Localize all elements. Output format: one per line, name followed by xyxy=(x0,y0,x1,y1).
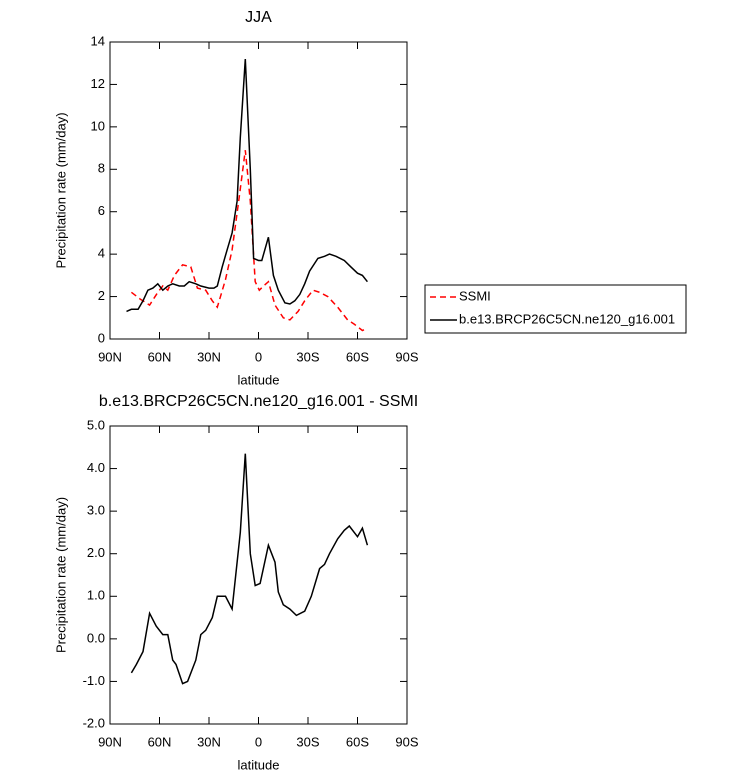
y-tick-label: 12 xyxy=(91,76,105,91)
legend-label: b.e13.BRCP26C5CN.ne120_g16.001 xyxy=(459,311,675,326)
x-tick-label: 90N xyxy=(98,734,122,749)
x-tick-label: 30S xyxy=(296,734,319,749)
plot-frame xyxy=(109,41,408,340)
y-tick-label: 14 xyxy=(91,33,105,48)
legend-box xyxy=(424,284,687,334)
y-tick-label: 1.0 xyxy=(87,588,105,603)
x-tick-label: 60S xyxy=(346,734,369,749)
chart-title: JJA xyxy=(245,9,272,26)
data-line xyxy=(130,453,369,685)
x-tick-label: 90N xyxy=(98,349,122,364)
x-tick-label: 30N xyxy=(197,349,221,364)
x-tick-label: 30N xyxy=(197,734,221,749)
y-tick-label: 2.0 xyxy=(87,545,105,560)
x-axis-label: latitude xyxy=(238,372,280,387)
plot-frame xyxy=(109,425,408,725)
x-tick-label: 90S xyxy=(395,734,418,749)
y-tick-label: -1.0 xyxy=(83,673,105,688)
x-tick-label: 30S xyxy=(296,349,319,364)
y-tick-label: 0 xyxy=(98,330,105,345)
y-axis-label: Precipitation rate (mm/day) xyxy=(53,497,68,653)
y-tick-label: 6 xyxy=(98,203,105,218)
x-axis-label: latitude xyxy=(238,757,280,772)
y-tick-label: 8 xyxy=(98,161,105,176)
chart-title: b.e13.BRCP26C5CN.ne120_g16.001 - SSMI xyxy=(99,393,418,410)
y-tick-label: 2 xyxy=(98,288,105,303)
y-tick-label: 5.0 xyxy=(87,417,105,432)
y-tick-label: -2.0 xyxy=(83,715,105,730)
x-tick-label: 90S xyxy=(395,349,418,364)
y-tick-label: 3.0 xyxy=(87,503,105,518)
y-tick-label: 10 xyxy=(91,118,105,133)
y-tick-label: 4 xyxy=(98,246,105,261)
data-line xyxy=(126,58,368,313)
legend-label: SSMI xyxy=(459,288,491,303)
x-tick-label: 60S xyxy=(346,349,369,364)
data-line xyxy=(130,150,368,332)
x-tick-label: 60N xyxy=(148,349,172,364)
x-tick-label: 0 xyxy=(255,349,262,364)
y-axis-label: Precipitation rate (mm/day) xyxy=(53,112,68,268)
y-tick-label: 0.0 xyxy=(87,630,105,645)
y-tick-label: 4.0 xyxy=(87,460,105,475)
x-tick-label: 0 xyxy=(255,734,262,749)
x-tick-label: 60N xyxy=(148,734,172,749)
